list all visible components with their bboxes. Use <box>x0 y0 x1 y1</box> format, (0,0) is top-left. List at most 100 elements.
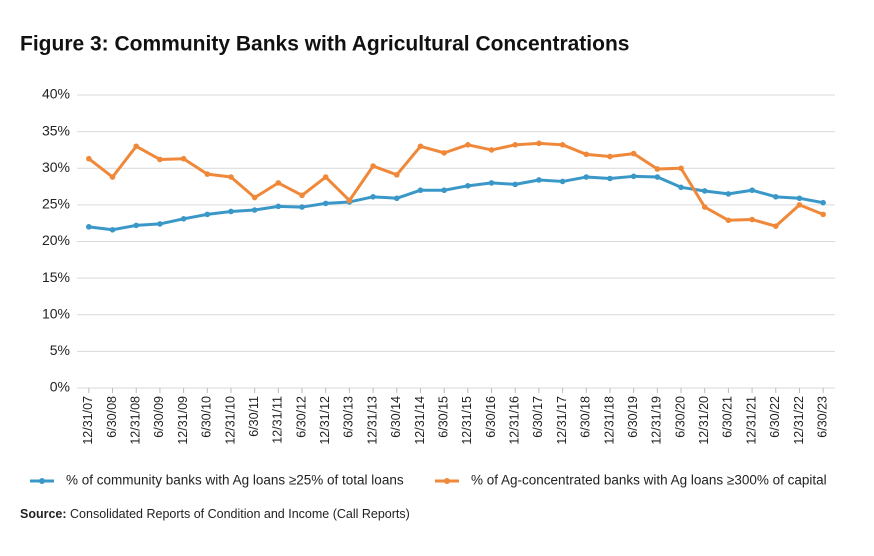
y-tick-label: 40% <box>42 86 70 102</box>
y-tick-label: 15% <box>42 269 70 285</box>
x-tick-label: 6/30/18 <box>579 396 593 438</box>
point <box>275 203 282 210</box>
x-tick-label: 12/31/14 <box>413 396 427 445</box>
series-line <box>88 174 824 232</box>
point <box>275 180 282 186</box>
x-tick-label: 12/31/20 <box>697 396 711 445</box>
point <box>583 151 590 158</box>
x-tick-label: 12/31/22 <box>792 396 806 445</box>
x-tick-label: 12/31/11 <box>271 396 285 444</box>
point <box>299 192 305 199</box>
point <box>678 165 684 172</box>
point <box>465 183 471 189</box>
point <box>820 211 826 218</box>
x-tick-label: 6/30/16 <box>484 396 498 438</box>
x-tick-label: 6/30/21 <box>721 396 735 438</box>
point <box>465 142 471 148</box>
point <box>228 174 234 180</box>
point <box>772 223 779 229</box>
x-tick-label: 6/30/13 <box>342 396 356 438</box>
point <box>630 173 637 180</box>
point <box>583 174 590 180</box>
legend-marker <box>444 478 450 484</box>
point <box>86 224 92 230</box>
x-tick-label: 12/31/12 <box>318 396 332 445</box>
source-label: Source: <box>20 507 67 521</box>
x-tick-label: 12/31/15 <box>460 396 474 445</box>
source-text: Consolidated Reports of Condition and In… <box>70 507 410 521</box>
x-tick-label: 6/30/22 <box>768 396 782 438</box>
series-line <box>87 141 824 228</box>
point <box>86 155 92 162</box>
point <box>607 153 613 160</box>
x-tick-label: 6/30/09 <box>152 396 166 438</box>
point <box>322 200 329 207</box>
legend-label: % of community banks with Ag loans ≥25% … <box>66 473 404 488</box>
x-tick-label: 12/31/09 <box>176 396 190 445</box>
point <box>820 199 826 206</box>
point <box>133 143 140 150</box>
point <box>393 195 400 202</box>
point <box>417 143 424 150</box>
point <box>630 150 637 157</box>
x-tick-label: 12/31/21 <box>744 396 758 445</box>
legend-marker <box>39 478 45 484</box>
point <box>157 221 163 227</box>
y-tick-label: 35% <box>42 122 70 138</box>
x-tick-label: 12/31/19 <box>650 396 664 445</box>
point <box>180 215 187 222</box>
point <box>157 156 163 163</box>
point <box>559 142 566 148</box>
point <box>133 222 140 229</box>
x-tick-label: 6/30/12 <box>294 396 308 438</box>
point <box>180 155 187 162</box>
source: Source: Consolidated Reports of Conditio… <box>20 507 410 521</box>
point <box>512 181 519 188</box>
point <box>322 174 329 180</box>
point <box>772 194 779 200</box>
x-tick-label: 12/31/16 <box>508 396 522 445</box>
x-tick-label: 12/31/13 <box>365 396 379 445</box>
point <box>701 204 708 210</box>
point <box>725 191 732 197</box>
point <box>346 197 353 204</box>
point <box>749 216 755 223</box>
x-tick-label: 6/30/10 <box>200 396 214 438</box>
x-tick-label: 6/30/20 <box>673 396 687 438</box>
point <box>488 180 495 186</box>
point <box>654 174 661 180</box>
y-tick-label: 20% <box>42 232 70 248</box>
y-tick-label: 10% <box>42 305 70 321</box>
x-tick-label: 6/30/19 <box>626 396 640 438</box>
point <box>488 147 495 153</box>
point <box>109 174 116 180</box>
y-tick-label: 0% <box>50 379 70 395</box>
x-tick-label: 6/30/14 <box>389 396 403 438</box>
point <box>536 140 542 147</box>
point <box>441 150 447 156</box>
chart-title: Figure 3: Community Banks with Agricultu… <box>20 33 629 56</box>
point <box>749 187 755 194</box>
point <box>228 208 234 215</box>
point <box>678 184 684 191</box>
y-tick-label: 5% <box>50 342 70 358</box>
point <box>370 163 376 169</box>
point <box>299 204 305 210</box>
x-tick-label: 12/31/07 <box>81 396 95 445</box>
point <box>109 226 116 233</box>
x-tick-label: 6/30/17 <box>531 396 545 438</box>
x-tick-label: 12/31/08 <box>129 396 143 445</box>
point <box>796 202 803 208</box>
point <box>654 166 661 172</box>
point <box>251 207 258 213</box>
y-tick-label: 30% <box>42 159 70 175</box>
x-tick-label: 6/30/08 <box>105 396 119 438</box>
point <box>559 178 566 185</box>
x-tick-label: 12/31/10 <box>223 396 237 445</box>
point <box>536 177 542 183</box>
point <box>701 188 708 194</box>
point <box>204 171 211 177</box>
legend-label: % of Ag-concentrated banks with Ag loans… <box>471 473 827 488</box>
